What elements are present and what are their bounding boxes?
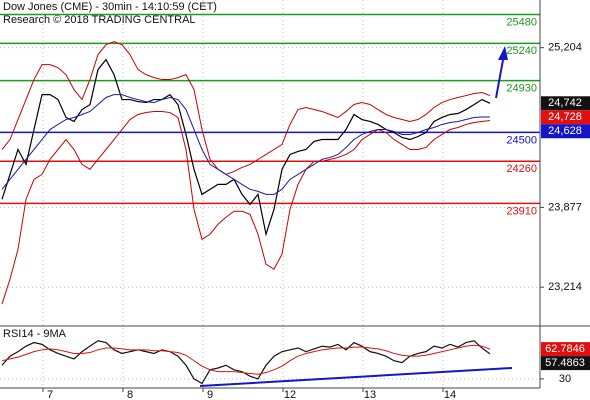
- price-tag: [541, 124, 590, 139]
- series-line: [1, 340, 491, 385]
- value-tag: [541, 342, 590, 357]
- x-tick-label: 13: [364, 389, 376, 400]
- x-tick-label: 9: [207, 389, 213, 400]
- series-line: [1, 58, 491, 237]
- price-tag-label: 24,728: [548, 111, 582, 123]
- chart-title: Dow Jones (CME) - 30min - 14:10:59 (CET): [3, 1, 217, 13]
- value-tag: [541, 356, 590, 371]
- price-tag-label: 24,628: [548, 125, 582, 137]
- x-tick-label: 12: [284, 389, 296, 400]
- level-label: 24500: [506, 134, 537, 146]
- y-tick-label: 30: [559, 373, 571, 385]
- x-tick-label: 7: [47, 389, 53, 400]
- forecast-arrow-head: [498, 46, 508, 60]
- series-line: [1, 110, 491, 305]
- series-line: [1, 94, 490, 195]
- value-tag-label: 62.7846: [545, 343, 585, 355]
- y-tick-label: 25,204: [548, 42, 582, 54]
- x-tick-label: 8: [127, 389, 133, 400]
- price-tag: [541, 110, 590, 125]
- level-label: 23910: [506, 205, 537, 217]
- chart-subtitle: Research © 2018 TRADING CENTRAL: [3, 14, 196, 26]
- forecast-arrow: [495, 59, 504, 99]
- value-tag-label: 57.4863: [545, 357, 585, 369]
- price-tag: [541, 96, 590, 111]
- level-label: 24930: [506, 83, 537, 95]
- plot-area: [0, 0, 540, 388]
- series-line: [1, 41, 491, 175]
- y-tick-label: 23,877: [548, 201, 582, 213]
- indicator-title: RSI14 - 9MA: [3, 328, 67, 340]
- price-tag-label: 24,742: [548, 97, 582, 109]
- y-tick-label: 23,214: [548, 281, 582, 293]
- x-tick-label: 14: [444, 389, 456, 400]
- series-line: [1, 344, 491, 375]
- level-label: 24260: [506, 163, 537, 175]
- level-label: 25480: [506, 16, 537, 28]
- trend-line: [199, 367, 513, 387]
- level-label: 25240: [506, 45, 537, 57]
